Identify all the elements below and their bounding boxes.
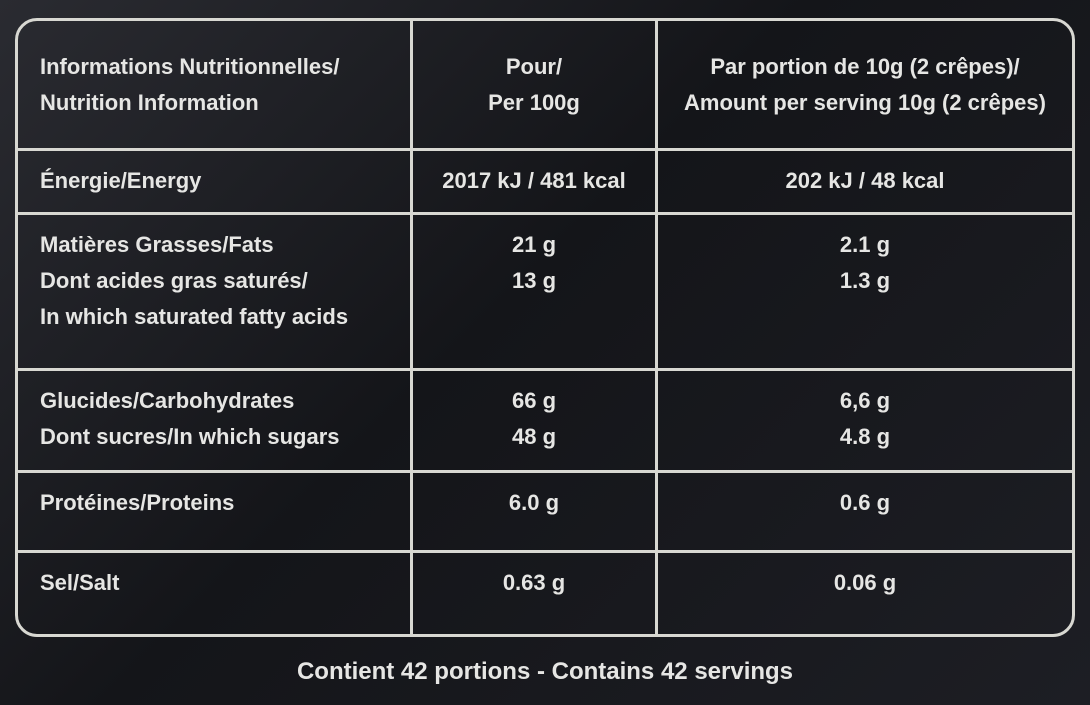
cell-text: Pour/ (505, 53, 563, 79)
value-cell: Pour/Per 100g (413, 21, 658, 151)
cell-text: 0.6 g (839, 490, 891, 515)
cell-text: Per 100g (488, 89, 580, 115)
cell-text: 6.0 g (508, 490, 560, 515)
cell-text: 202 kJ / 48 kcal (785, 168, 945, 193)
value-cell: 21 g 13 g (413, 215, 658, 371)
cell-text: Dont acides gras saturés/ (40, 268, 308, 293)
cell-text: 2017 kJ / 481 kcal (442, 168, 626, 193)
cell-text: 0.06 g (833, 570, 897, 595)
value-cell: 6.0 g (413, 473, 658, 553)
cell-text: Glucides/Carbohydrates (40, 388, 295, 413)
value-cell: 202 kJ / 48 kcal (658, 151, 1072, 215)
row-label-cell: Énergie/Energy (18, 151, 413, 215)
cell-text: 48 g (511, 424, 557, 449)
cell-text: Matières Grasses/Fats (40, 232, 274, 257)
cell-text: Par portion de 10g (2 crêpes)/ (710, 53, 1020, 79)
footer-note: Contient 42 portions - Contains 42 servi… (296, 658, 794, 685)
cell-text: 2.1 g (839, 232, 891, 257)
cell-text: Amount per serving 10g (2 crêpes) (684, 89, 1046, 115)
value-cell: 0.06 g (658, 553, 1072, 634)
cell-text: 0.63 g (502, 570, 566, 595)
cell-text: Nutrition Information (40, 89, 259, 115)
row-label-cell: Glucides/Carbohydrates Dont sucres/In whi… (18, 371, 413, 473)
row-label-cell: Matières Grasses/Fats Dont acides gras sa… (18, 215, 413, 371)
value-cell: 66 g 48 g (413, 371, 658, 473)
cell-text: 66 g (511, 388, 557, 413)
cell-text: Énergie/Energy (40, 168, 202, 193)
cell-text: 4.8 g (839, 424, 891, 449)
nutrition-table: Informations Nutritionnelles/Nutrition I… (15, 18, 1075, 637)
cell-text: 13 g (511, 268, 557, 293)
cell-text: Dont sucres/In which sugars (40, 424, 340, 449)
value-cell: 2.1 g 1.3 g (658, 215, 1072, 371)
cell-text: In which saturated fatty acids (40, 304, 349, 329)
cell-text: 6,6 g (839, 388, 891, 413)
cell-text: Sel/Salt (40, 570, 120, 595)
value-cell: 0.63 g (413, 553, 658, 634)
row-label-cell: Protéines/Proteins (18, 473, 413, 553)
value-cell: 6,6 g 4.8 g (658, 371, 1072, 473)
value-cell: Par portion de 10g (2 crêpes)/ Amount per… (658, 21, 1072, 151)
cell-text: 1.3 g (839, 268, 891, 293)
cell-text: Protéines/Proteins (40, 490, 235, 515)
row-label-cell: Informations Nutritionnelles/Nutrition I… (18, 21, 413, 151)
cell-text: 21 g (511, 232, 557, 257)
value-cell: 2017 kJ / 481 kcal (413, 151, 658, 215)
value-cell: 0.6 g (658, 473, 1072, 553)
row-label-cell: Sel/Salt (18, 553, 413, 634)
cell-text: Informations Nutritionnelles/ (40, 53, 340, 79)
